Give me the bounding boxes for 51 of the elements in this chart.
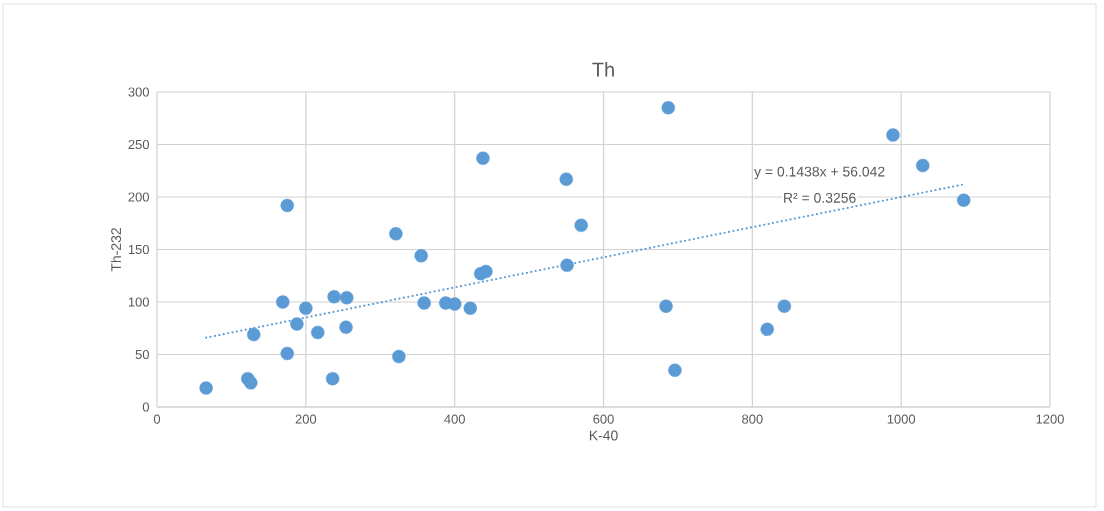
point bbox=[886, 128, 900, 142]
x-tick-label: 0 bbox=[153, 414, 161, 424]
x-tick-label: 800 bbox=[742, 414, 763, 424]
point bbox=[476, 151, 490, 165]
point bbox=[760, 322, 774, 336]
x-tick-label: 1200 bbox=[1036, 414, 1064, 424]
point bbox=[668, 363, 682, 377]
point bbox=[659, 299, 673, 313]
point bbox=[389, 227, 403, 241]
x-tick-label: 400 bbox=[444, 414, 465, 424]
annotation: R² = 0.3256 bbox=[784, 192, 856, 203]
point bbox=[463, 301, 477, 315]
point bbox=[280, 346, 294, 361]
point bbox=[325, 371, 340, 386]
point bbox=[327, 290, 341, 304]
y-tick-label: 0 bbox=[142, 402, 149, 412]
point bbox=[299, 301, 313, 315]
point bbox=[244, 376, 258, 390]
point bbox=[574, 218, 588, 233]
point bbox=[280, 198, 294, 213]
y-tick-label: 250 bbox=[128, 139, 149, 150]
annotation: y = 0.1438x + 56.042 bbox=[754, 166, 885, 180]
chart-title: Th bbox=[592, 62, 614, 77]
x-tick-label: 1000 bbox=[887, 414, 916, 424]
point bbox=[777, 299, 792, 313]
point bbox=[447, 297, 462, 311]
y-axis-title: Th-232 bbox=[110, 228, 122, 272]
x-tick-label: 200 bbox=[295, 414, 317, 424]
point bbox=[560, 258, 574, 272]
point bbox=[340, 291, 354, 305]
y-tick-label: 150 bbox=[128, 244, 149, 255]
y-tick-label: 50 bbox=[135, 349, 149, 360]
point bbox=[414, 249, 428, 263]
point bbox=[479, 264, 493, 279]
y-tick-label: 100 bbox=[128, 297, 149, 307]
point bbox=[199, 381, 213, 395]
point bbox=[956, 193, 971, 207]
point bbox=[559, 172, 573, 186]
x-tick-label: 600 bbox=[593, 414, 614, 424]
y-tick-label: 200 bbox=[128, 192, 149, 202]
point bbox=[392, 349, 406, 364]
point bbox=[276, 295, 290, 309]
y-tick-label: 300 bbox=[128, 87, 149, 97]
point bbox=[417, 296, 431, 310]
point bbox=[661, 101, 675, 115]
point bbox=[916, 158, 930, 173]
point bbox=[339, 320, 353, 334]
point bbox=[247, 327, 261, 342]
x-axis-title: K-40 bbox=[589, 430, 618, 441]
point bbox=[290, 317, 304, 331]
point bbox=[311, 325, 325, 340]
